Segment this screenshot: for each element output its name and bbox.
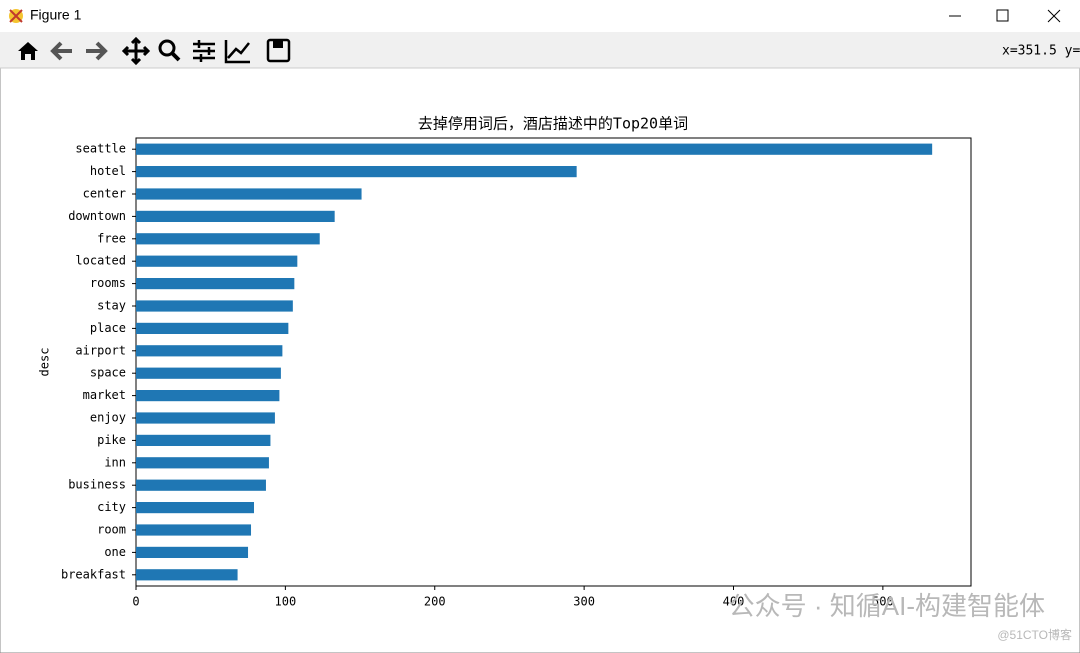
title-bar [0, 0, 1080, 32]
pan-button[interactable] [121, 36, 151, 66]
home-button[interactable] [18, 42, 38, 60]
x-tick-label: 0 [132, 595, 139, 609]
bar [136, 479, 266, 491]
back-button[interactable] [50, 41, 72, 61]
y-tick-label: enjoy [90, 411, 126, 425]
x-tick-label: 300 [573, 595, 595, 609]
y-tick-label: business [68, 478, 126, 492]
zoom-button[interactable] [158, 39, 181, 62]
bar [136, 278, 295, 290]
bar [136, 524, 252, 536]
app-icon [9, 9, 23, 23]
y-tick-label: free [97, 231, 126, 245]
y-tick-label: room [97, 523, 126, 537]
bar [136, 546, 249, 558]
y-tick-label: place [90, 321, 126, 335]
save-button[interactable] [266, 38, 291, 63]
configure-button[interactable] [193, 40, 215, 62]
y-tick-label: airport [75, 343, 126, 357]
bar [136, 345, 283, 357]
x-tick-label: 100 [275, 595, 297, 609]
forward-button[interactable] [86, 41, 108, 61]
bar [136, 210, 335, 222]
y-tick-label: downtown [68, 209, 126, 223]
watermark-corner: @51CTO博客 [997, 627, 1072, 642]
y-tick-label: rooms [90, 276, 126, 290]
bar [136, 502, 255, 514]
bar [136, 457, 269, 469]
edit-button[interactable] [224, 40, 250, 64]
x-tick-label: 500 [872, 595, 894, 609]
bar [136, 412, 275, 424]
plot-frame [135, 137, 972, 587]
y-tick-label: city [97, 500, 126, 514]
x-tick-label: 200 [424, 595, 446, 609]
y-tick-label: located [75, 254, 126, 268]
close-button[interactable] [1047, 9, 1061, 23]
bar [136, 166, 577, 178]
y-tick-label: one [104, 545, 126, 559]
y-tick-label: breakfast [61, 567, 126, 581]
y-tick-label: stay [97, 299, 126, 313]
y-tick-label: seattle [75, 142, 126, 156]
y-tick-label: space [90, 366, 126, 380]
bar [136, 569, 238, 581]
bar [136, 188, 362, 200]
y-tick-label: hotel [90, 164, 126, 178]
y-axis-label: desc [38, 348, 52, 377]
maximize-button[interactable] [996, 9, 1009, 22]
y-tick-label: market [83, 388, 126, 402]
window-title: Figure 1 [30, 7, 82, 23]
cursor-coords: x=351.5 y= [1002, 44, 1080, 59]
y-tick-label: center [83, 187, 126, 201]
chart-title: 去掉停用词后，酒店描述中的Top20单词 [418, 115, 688, 133]
bar [136, 367, 281, 379]
bar [136, 322, 289, 334]
y-tick-label: inn [104, 455, 126, 469]
bar [136, 143, 933, 155]
toolbar [0, 32, 1080, 68]
bar [136, 255, 298, 267]
bar [136, 434, 271, 446]
bar [136, 390, 280, 402]
x-tick-label: 400 [723, 595, 745, 609]
watermark: 公众号 · 知循AI-构建智能体 [729, 591, 1045, 621]
bar [136, 233, 320, 245]
y-tick-label: pike [97, 433, 126, 447]
bar [136, 300, 293, 312]
